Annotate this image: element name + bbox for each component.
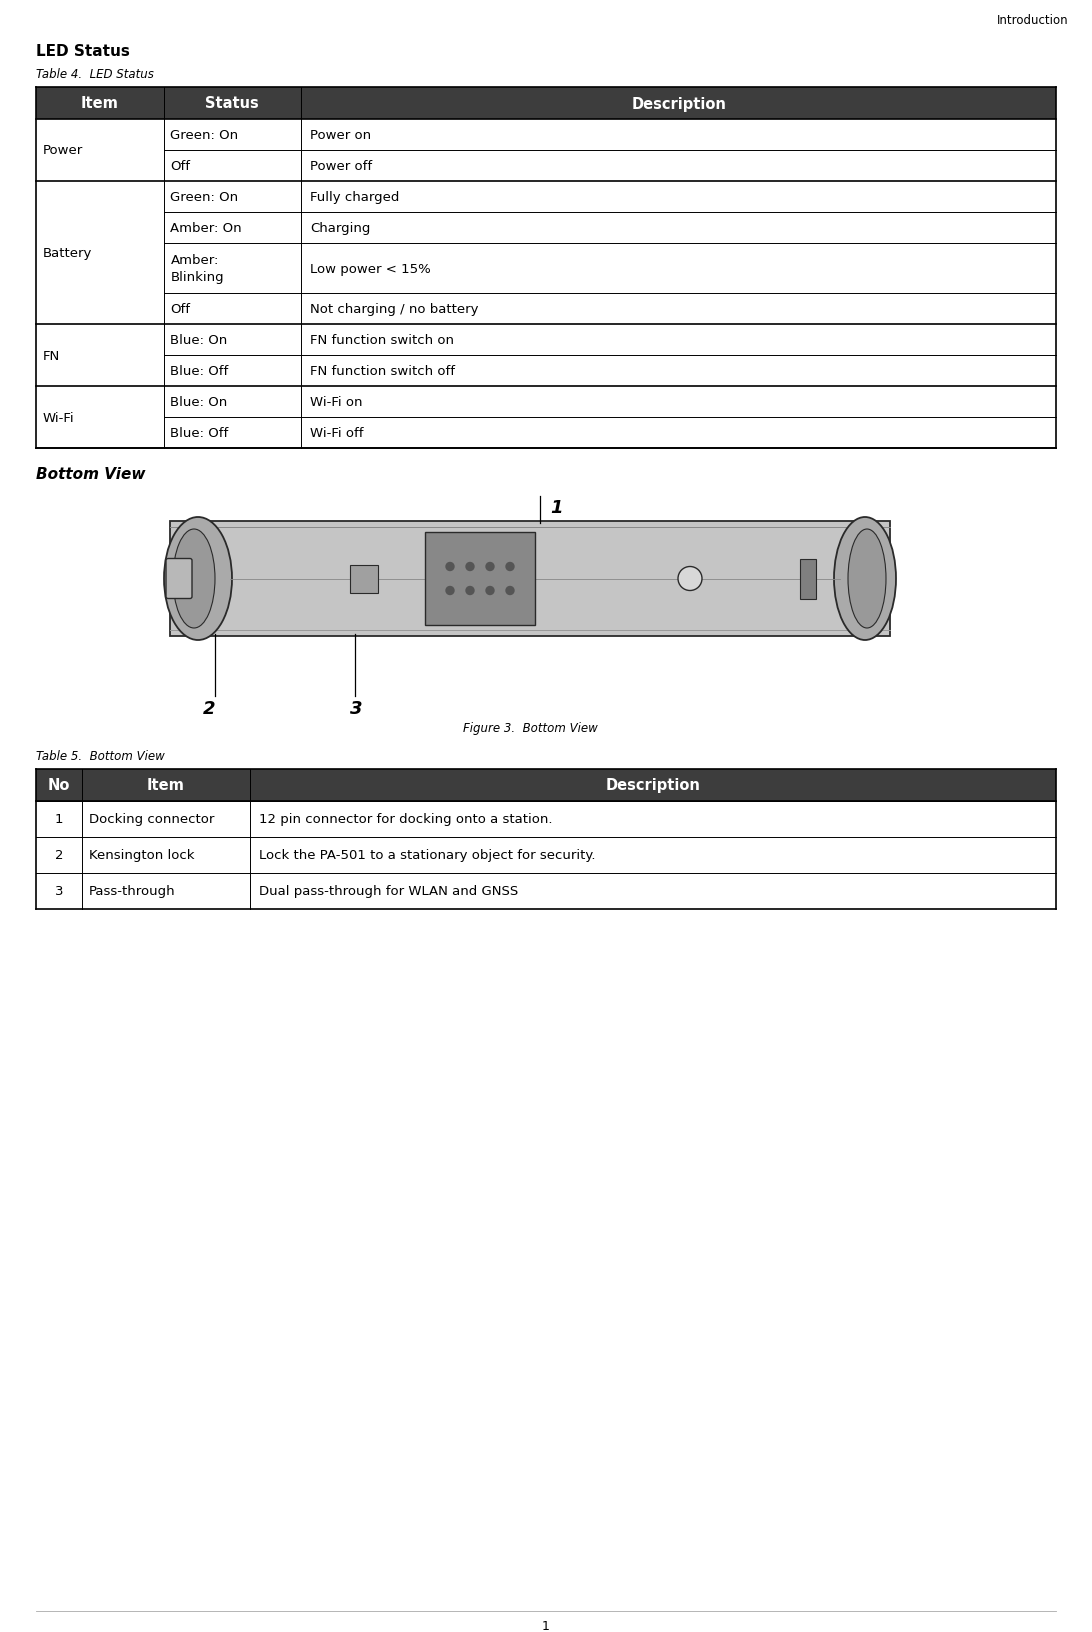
Text: Battery: Battery <box>43 246 93 259</box>
Text: Charging: Charging <box>310 222 370 235</box>
Text: FN function switch on: FN function switch on <box>310 335 454 346</box>
Text: Blue: On: Blue: On <box>170 395 228 408</box>
Text: Introduction: Introduction <box>996 15 1068 28</box>
Text: Description: Description <box>606 778 701 793</box>
Circle shape <box>466 563 474 571</box>
Text: Wi-Fi: Wi-Fi <box>43 411 74 424</box>
Circle shape <box>678 568 702 591</box>
Text: Blue: On: Blue: On <box>170 335 228 346</box>
Text: Not charging / no battery: Not charging / no battery <box>310 304 478 317</box>
Circle shape <box>486 563 494 571</box>
Text: Power: Power <box>43 144 83 157</box>
Text: Low power < 15%: Low power < 15% <box>310 263 431 276</box>
Circle shape <box>466 588 474 596</box>
Ellipse shape <box>173 530 215 628</box>
Text: FN function switch off: FN function switch off <box>310 366 455 377</box>
Text: Item: Item <box>147 778 185 793</box>
Bar <box>351 565 378 592</box>
Circle shape <box>506 563 514 571</box>
Ellipse shape <box>848 530 886 628</box>
Text: Table 4.  LED Status: Table 4. LED Status <box>36 69 154 82</box>
Bar <box>425 532 535 625</box>
Text: Blue: Off: Blue: Off <box>170 426 228 439</box>
Bar <box>170 522 890 636</box>
Bar <box>36 88 1056 119</box>
Text: 3: 3 <box>55 885 63 898</box>
Text: Off: Off <box>170 160 190 173</box>
Text: Power on: Power on <box>310 129 371 142</box>
FancyBboxPatch shape <box>166 560 192 599</box>
Text: No: No <box>48 778 70 793</box>
Text: Bottom View: Bottom View <box>36 467 145 481</box>
Text: Status: Status <box>205 96 259 111</box>
Text: Dual pass-through for WLAN and GNSS: Dual pass-through for WLAN and GNSS <box>259 885 519 898</box>
Text: Amber:: Amber: <box>170 255 218 268</box>
Text: Wi-Fi on: Wi-Fi on <box>310 395 363 408</box>
Text: Green: On: Green: On <box>170 129 239 142</box>
Circle shape <box>446 588 454 596</box>
Text: 3: 3 <box>351 700 363 718</box>
Text: 1: 1 <box>550 499 562 517</box>
Text: 12 pin connector for docking onto a station.: 12 pin connector for docking onto a stat… <box>259 813 553 826</box>
Ellipse shape <box>164 517 232 641</box>
Text: Table 5.  Bottom View: Table 5. Bottom View <box>36 749 165 762</box>
Text: Amber: On: Amber: On <box>170 222 242 235</box>
Text: Pass-through: Pass-through <box>88 885 176 898</box>
Text: 1: 1 <box>55 813 63 826</box>
Text: FN: FN <box>43 349 60 362</box>
Circle shape <box>446 563 454 571</box>
Text: Figure 3.  Bottom View: Figure 3. Bottom View <box>463 721 597 734</box>
Text: Wi-Fi off: Wi-Fi off <box>310 426 364 439</box>
Circle shape <box>486 588 494 596</box>
Text: Fully charged: Fully charged <box>310 191 400 204</box>
Text: Blue: Off: Blue: Off <box>170 366 228 377</box>
Text: 1: 1 <box>542 1619 550 1632</box>
Text: 2: 2 <box>55 849 63 862</box>
Text: Lock the PA-501 to a stationary object for security.: Lock the PA-501 to a stationary object f… <box>259 849 596 862</box>
Text: Item: Item <box>81 96 119 111</box>
Bar <box>800 560 816 599</box>
Text: Docking connector: Docking connector <box>88 813 214 826</box>
Text: 2: 2 <box>203 700 215 718</box>
Text: Description: Description <box>631 96 726 111</box>
Text: LED Status: LED Status <box>36 44 130 59</box>
Text: Kensington lock: Kensington lock <box>88 849 194 862</box>
Circle shape <box>506 588 514 596</box>
Text: Blinking: Blinking <box>170 271 224 284</box>
Text: Green: On: Green: On <box>170 191 239 204</box>
Bar <box>36 770 1056 801</box>
Text: Power off: Power off <box>310 160 372 173</box>
Ellipse shape <box>834 517 897 641</box>
Text: Off: Off <box>170 304 190 317</box>
